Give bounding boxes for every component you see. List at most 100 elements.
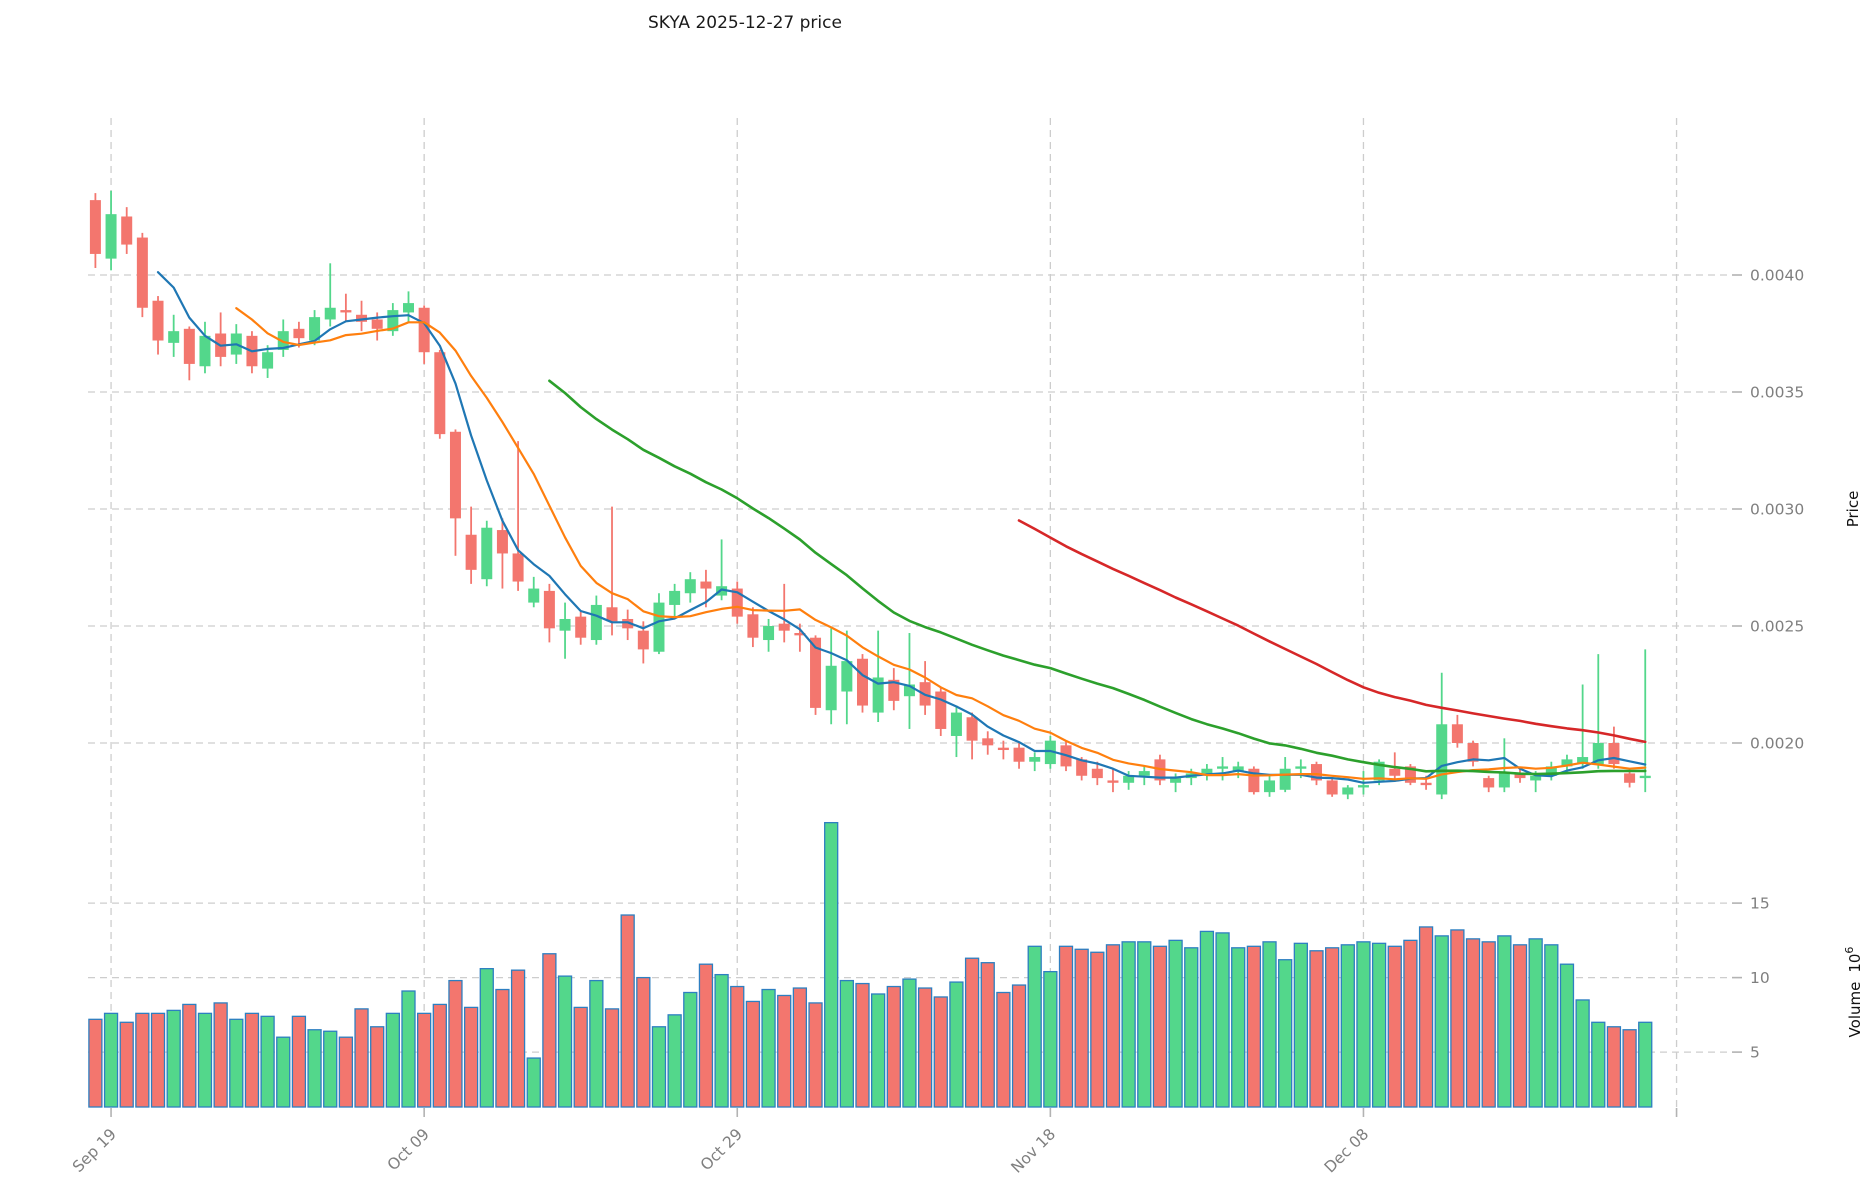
volume-bar <box>1450 929 1465 1108</box>
volume-bar <box>1638 1021 1653 1108</box>
candle-body <box>1170 778 1182 783</box>
candle-body <box>950 712 962 736</box>
volume-bar <box>385 1012 400 1108</box>
volume-bar <box>495 988 510 1108</box>
candle-body <box>387 310 399 332</box>
candle-body <box>1138 771 1150 776</box>
candle-body <box>418 307 430 353</box>
candle-body <box>622 618 634 629</box>
volume-bar <box>291 1015 307 1108</box>
volume-bar <box>542 953 557 1108</box>
volume-bar <box>714 973 729 1108</box>
volume-bar <box>526 1057 541 1108</box>
candle-body <box>183 328 195 364</box>
volume-bar <box>135 1012 150 1108</box>
candle-body <box>1373 761 1385 781</box>
candle-body <box>1248 768 1260 793</box>
volume-bar <box>1043 970 1058 1108</box>
volume-bar <box>996 991 1011 1108</box>
candle-body <box>1044 740 1056 765</box>
volume-bar <box>1465 938 1481 1108</box>
candle-body <box>89 200 101 254</box>
candle-body <box>888 679 900 701</box>
volume-bar <box>510 969 526 1108</box>
volume-bar <box>1591 1021 1606 1108</box>
volume-bar <box>1575 999 1590 1108</box>
candle-body <box>1201 768 1213 774</box>
volume-bar <box>1387 945 1402 1108</box>
volume-bar <box>1246 945 1262 1108</box>
moving-averages-layer <box>156 271 1647 784</box>
volume-bar <box>1074 948 1089 1108</box>
volume-bar <box>917 987 933 1108</box>
candle-body <box>324 307 336 320</box>
candle-body <box>1498 773 1510 788</box>
candle-body <box>1608 743 1620 765</box>
candle-body <box>684 579 696 594</box>
candle-body <box>403 303 414 313</box>
candle-body <box>1107 780 1119 783</box>
volume-bar <box>1215 932 1230 1108</box>
volume-bar <box>1356 941 1371 1108</box>
date-tick-label: Oct 29 <box>697 1125 746 1174</box>
candle-body <box>199 335 211 367</box>
candle-body <box>293 328 305 339</box>
volume-axis-label-exponent: 6 <box>1843 947 1856 954</box>
volume-bar <box>698 963 714 1108</box>
volume-bar <box>1434 935 1449 1108</box>
price-tick-label: 0.0020 <box>1750 735 1804 753</box>
candle-body <box>841 661 853 692</box>
volume-bar <box>604 1008 620 1108</box>
volume-bar <box>1418 926 1434 1108</box>
candle-body <box>543 590 555 629</box>
candle-body <box>1264 780 1276 793</box>
volume-bar <box>902 978 917 1108</box>
volume-bar <box>808 1002 823 1108</box>
candle-body <box>997 747 1009 751</box>
candle-body <box>1326 780 1338 795</box>
candle-body <box>872 677 884 713</box>
volume-bar <box>620 914 635 1108</box>
candle-body <box>481 527 493 580</box>
volume-bar <box>933 996 948 1108</box>
volume-bar <box>1168 939 1183 1108</box>
candle-body <box>637 630 649 650</box>
candle-body <box>700 581 712 589</box>
candle-body <box>903 684 915 697</box>
candle-body <box>1342 787 1354 795</box>
date-tick-label: Oct 09 <box>384 1125 433 1174</box>
candle-body <box>1389 768 1401 776</box>
candle-body <box>1624 773 1636 783</box>
volume-bar <box>667 1014 682 1108</box>
volume-bar <box>448 979 463 1108</box>
candle-body <box>105 214 117 259</box>
candle-body <box>136 237 148 308</box>
volume-bar <box>1293 942 1308 1108</box>
volume-bar <box>1137 941 1152 1108</box>
volume-bar <box>1309 950 1324 1108</box>
chart-title: SKYA 2025-12-27 price <box>648 13 842 33</box>
volume-bar <box>557 975 573 1108</box>
candle-body <box>152 300 164 341</box>
candle-body <box>731 588 743 617</box>
volume-bar <box>463 1006 479 1108</box>
candle-body <box>1561 759 1573 767</box>
candle-body <box>935 691 947 729</box>
volume-axis-label-base: 10 <box>1846 954 1864 973</box>
date-tick-label: Dec 08 <box>1321 1125 1372 1176</box>
candle-body <box>810 637 822 708</box>
candle-body <box>1357 785 1369 788</box>
candle-body <box>1279 768 1291 790</box>
volume-bar <box>636 976 651 1108</box>
volume-bar <box>1544 944 1559 1108</box>
volume-bar <box>1121 941 1136 1108</box>
volume-bar <box>88 1018 103 1108</box>
candle-body <box>1530 775 1542 781</box>
volume-bar <box>338 1036 354 1108</box>
candle-body <box>825 665 837 711</box>
volume-bar <box>964 957 980 1108</box>
volume-bar <box>745 1000 761 1108</box>
volume-bar <box>213 1002 228 1108</box>
volume-bar <box>323 1030 338 1108</box>
candles-layer <box>89 190 1651 800</box>
